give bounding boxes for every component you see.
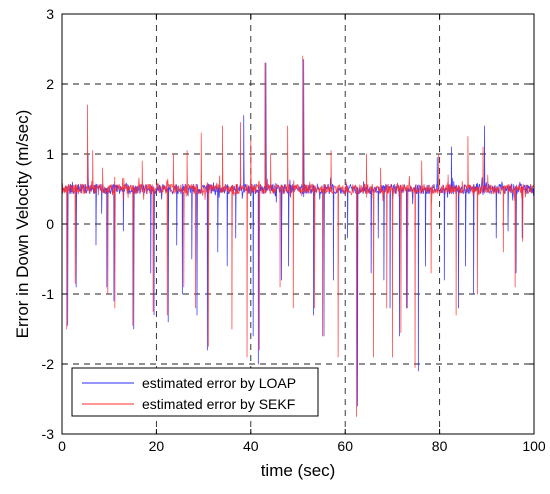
legend-label: estimated error by LOAP xyxy=(142,375,296,391)
y-tick-label: -3 xyxy=(42,426,55,442)
y-tick-label: 1 xyxy=(46,146,54,162)
y-axis-label: Error in Down Velocity (m/sec) xyxy=(13,110,32,339)
y-tick-label: 3 xyxy=(46,6,54,22)
series-layer xyxy=(61,55,535,417)
series-line-sekf xyxy=(61,55,535,417)
x-tick-label: 100 xyxy=(522,438,546,454)
x-axis-label: time (sec) xyxy=(261,461,336,480)
y-tick-label: -1 xyxy=(42,286,55,302)
x-tick-label: 80 xyxy=(432,438,448,454)
x-tick-label: 40 xyxy=(243,438,259,454)
legend: estimated error by LOAP estimated error b… xyxy=(71,367,319,417)
grid-lines xyxy=(62,14,534,434)
axis-ticks: 0 20 40 60 80 100 -3 -2 -1 0 1 2 3 xyxy=(42,6,546,454)
legend-box xyxy=(71,367,319,417)
x-tick-label: 60 xyxy=(337,438,353,454)
y-tick-label: -2 xyxy=(42,356,55,372)
y-tick-label: 2 xyxy=(46,76,54,92)
legend-label: estimated error by SEKF xyxy=(142,396,295,412)
x-tick-label: 20 xyxy=(149,438,165,454)
x-tick-label: 0 xyxy=(58,438,66,454)
y-tick-label: 0 xyxy=(46,216,54,232)
